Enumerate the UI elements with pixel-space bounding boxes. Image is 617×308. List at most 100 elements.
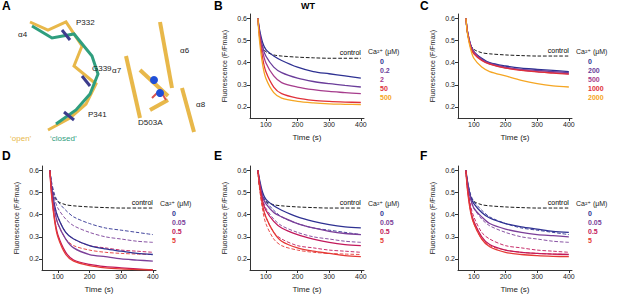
svg-text:400: 400: [563, 121, 575, 128]
svg-text:300: 300: [531, 273, 543, 280]
svg-text:0.4: 0.4: [445, 211, 455, 218]
svg-text:0: 0: [380, 210, 384, 217]
svg-text:Fluorescence (F/Fmax): Fluorescence (F/Fmax): [221, 30, 229, 102]
svg-text:F: F: [420, 149, 427, 163]
svg-text:0.4: 0.4: [237, 211, 247, 218]
svg-text:100: 100: [52, 273, 64, 280]
svg-text:0.2: 0.2: [445, 103, 455, 110]
svg-text:0.6: 0.6: [237, 167, 247, 174]
svg-text:100: 100: [260, 121, 272, 128]
svg-text:0.05: 0.05: [588, 219, 602, 226]
svg-text:control: control: [340, 49, 361, 56]
svg-text:0.6: 0.6: [445, 15, 455, 22]
svg-text:0.5: 0.5: [445, 189, 455, 196]
svg-text:α7: α7: [112, 66, 122, 75]
svg-text:400: 400: [355, 121, 367, 128]
svg-text:0.4: 0.4: [237, 59, 247, 66]
svg-text:0.2: 0.2: [29, 255, 39, 262]
svg-text:control: control: [340, 199, 361, 206]
svg-text:α4: α4: [18, 30, 28, 39]
svg-text:0.3: 0.3: [445, 81, 455, 88]
svg-text:E: E: [214, 149, 222, 163]
svg-text:Time (s): Time (s): [500, 285, 529, 294]
svg-text:100: 100: [468, 121, 480, 128]
svg-text:Time (s): Time (s): [500, 133, 529, 142]
svg-text:D: D: [2, 149, 11, 163]
svg-text:500: 500: [380, 94, 392, 101]
svg-text:Ca²⁺ (μM): Ca²⁺ (μM): [368, 48, 399, 56]
svg-text:200: 200: [292, 121, 304, 128]
svg-text:Ca²⁺ (μM): Ca²⁺ (μM): [160, 200, 191, 208]
svg-text:0: 0: [380, 58, 384, 65]
svg-text:5: 5: [588, 237, 592, 244]
svg-text:0.3: 0.3: [237, 233, 247, 240]
svg-text:A: A: [2, 0, 11, 13]
svg-text:0.05: 0.05: [380, 219, 394, 226]
svg-text:400: 400: [355, 273, 367, 280]
svg-text:‘closed’: ‘closed’: [50, 134, 77, 143]
svg-text:Fluorescence (F/Fmax): Fluorescence (F/Fmax): [429, 30, 437, 102]
svg-text:0.3: 0.3: [237, 81, 247, 88]
svg-text:0.2: 0.2: [237, 255, 247, 262]
svg-text:0.5: 0.5: [172, 228, 182, 235]
svg-text:5: 5: [380, 237, 384, 244]
svg-text:0.4: 0.4: [445, 59, 455, 66]
svg-text:1000: 1000: [588, 85, 604, 92]
svg-text:200: 200: [292, 273, 304, 280]
svg-text:0.2: 0.2: [237, 103, 247, 110]
svg-text:P332: P332: [76, 18, 95, 27]
svg-text:300: 300: [323, 121, 335, 128]
svg-text:D503A: D503A: [138, 118, 163, 127]
svg-text:Fluorescence (F/Fmax): Fluorescence (F/Fmax): [13, 182, 21, 254]
svg-text:400: 400: [147, 273, 159, 280]
svg-text:control: control: [132, 199, 153, 206]
svg-text:Ca²⁺ (μM): Ca²⁺ (μM): [368, 200, 399, 208]
svg-text:400: 400: [563, 273, 575, 280]
svg-text:WT: WT: [301, 1, 315, 11]
svg-text:Ca²⁺ (μM): Ca²⁺ (μM): [576, 48, 607, 56]
svg-text:200: 200: [500, 121, 512, 128]
svg-text:control: control: [548, 47, 569, 54]
svg-text:0.5: 0.5: [237, 189, 247, 196]
svg-text:0.6: 0.6: [445, 167, 455, 174]
svg-text:α6: α6: [180, 46, 190, 55]
svg-text:0.2: 0.2: [445, 255, 455, 262]
svg-text:50: 50: [380, 85, 388, 92]
svg-text:α8: α8: [196, 100, 206, 109]
svg-text:Ca²⁺ (μM): Ca²⁺ (μM): [576, 200, 607, 208]
svg-text:0.6: 0.6: [29, 167, 39, 174]
svg-text:P341: P341: [88, 110, 107, 119]
svg-text:300: 300: [323, 273, 335, 280]
svg-text:200: 200: [500, 273, 512, 280]
svg-text:200: 200: [84, 273, 96, 280]
svg-text:0.2: 0.2: [380, 67, 390, 74]
svg-text:0.5: 0.5: [237, 37, 247, 44]
svg-text:0.5: 0.5: [588, 228, 598, 235]
svg-text:5: 5: [172, 237, 176, 244]
svg-text:B: B: [214, 0, 223, 13]
svg-text:0: 0: [588, 58, 592, 65]
svg-text:0.3: 0.3: [29, 233, 39, 240]
svg-text:Time (s): Time (s): [292, 285, 321, 294]
svg-text:0: 0: [172, 210, 176, 217]
svg-text:Fluorescence (F/Fmax): Fluorescence (F/Fmax): [429, 182, 437, 254]
svg-text:0.4: 0.4: [29, 211, 39, 218]
svg-text:2: 2: [380, 76, 384, 83]
svg-text:0.3: 0.3: [445, 233, 455, 240]
svg-text:G339: G339: [92, 64, 112, 73]
svg-text:100: 100: [260, 273, 272, 280]
svg-text:2000: 2000: [588, 94, 604, 101]
svg-text:Time (s): Time (s): [84, 285, 113, 294]
svg-text:200: 200: [588, 67, 600, 74]
svg-text:0.05: 0.05: [172, 219, 186, 226]
svg-text:0.5: 0.5: [380, 228, 390, 235]
svg-text:Fluorescence (F/Fmax): Fluorescence (F/Fmax): [221, 182, 229, 254]
svg-text:C: C: [420, 0, 429, 13]
svg-text:‘open’: ‘open’: [10, 134, 32, 143]
svg-text:300: 300: [115, 273, 127, 280]
svg-text:0.6: 0.6: [237, 15, 247, 22]
svg-text:0.5: 0.5: [445, 37, 455, 44]
svg-text:0.5: 0.5: [29, 189, 39, 196]
svg-text:500: 500: [588, 76, 600, 83]
svg-text:300: 300: [531, 121, 543, 128]
